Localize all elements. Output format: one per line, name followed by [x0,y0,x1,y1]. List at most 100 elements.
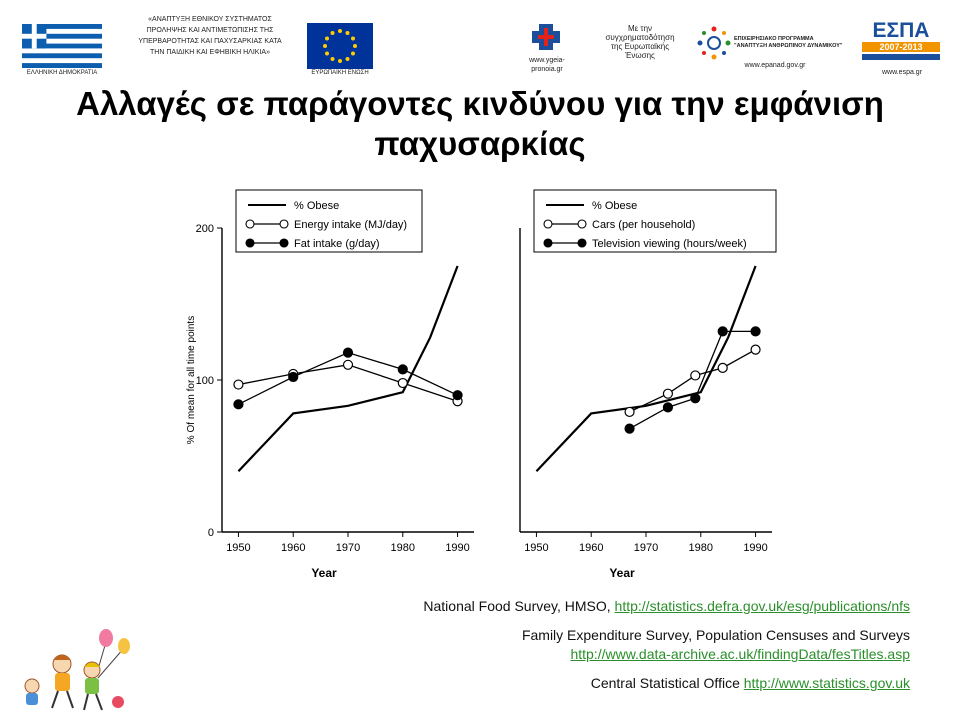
legend-marker [279,219,289,229]
legend-label: % Obese [294,200,339,212]
data-point [624,423,635,434]
data-point [717,362,728,373]
eu-star-icon [323,44,327,48]
data-point [662,388,674,399]
legend-marker [577,219,587,229]
eu-star-icon [345,56,350,61]
op-line: "ΑΝΑΠΤΥΞΗ ΑΝΘΡΩΠΙΝΟΥ ΔΥΝΑΜΙΚΟΥ" [734,43,843,49]
eu-star-icon [325,51,330,56]
cofund-line: της Ευρωπαϊκής [610,42,670,51]
eu-star-icon [350,51,355,56]
legend-label: % Obese [592,200,637,212]
data-point [397,364,408,375]
eu-star-icon [353,44,357,48]
x-tick-label: 1970 [634,542,658,554]
x-axis-label: Year [609,566,635,580]
espa-years: 2007-2013 [862,42,940,52]
legend-box [533,189,777,253]
legend-label: Cars (per household) [592,219,695,231]
y-tick-label: 200 [196,223,214,235]
data-point [342,347,354,358]
program-title: «ΑΝΑΠΤΥΞΗ ΕΘΝΙΚΟΥ ΣΥΣΤΗΜΑΤΟΣ ΠΡΟΛΗΨΗΣ ΚΑ… [118,14,302,58]
legend-label: Fat intake (g/day) [294,238,380,250]
legend: % Obese Cars (per household) Television vi… [533,189,777,253]
cofund-line: Με την [627,24,653,33]
espa-url: www.espa.gr [881,69,923,76]
program-line: ΤΗΝ ΠΑΙΔΙΚΗ ΚΑΙ ΕΦΗΒΙΚΗ ΗΛΙΚΙΑ» [150,49,270,56]
op-line: ΕΠΙΧΕΙΡΗΣΙΑΚΟ ΠΡΟΓΡΑΜΜΑ [734,36,814,42]
eu-star-icon [350,36,355,41]
reference-link[interactable]: http://www.statistics.gov.uk [743,675,910,691]
reference-item: National Food Survey, HMSO, http://stati… [423,597,910,616]
data-point [397,377,408,389]
eu-caption: ΕΥΡΩΠΑΪΚΗ ΕΝΩΣΗ [311,70,369,76]
y-axis-label: % Of mean for all time points [186,316,197,444]
data-point [690,393,701,404]
data-point [233,399,244,410]
data-point [750,344,761,355]
espa-label: ΕΣΠΑ [872,19,930,42]
x-tick-label: 1990 [445,542,469,554]
data-point [342,359,354,370]
reference-text: Central Statistical Office [590,675,744,691]
legend-marker [543,219,553,229]
x-tick-label: 1990 [743,542,767,554]
legend-label: Energy intake (MJ/day) [294,219,407,231]
chart-left-panel: 1950 1960 1970 1980 1990 Year 0 100 200 % Of mean… [186,189,474,580]
series-line [629,330,756,430]
data-point [233,379,244,390]
eu-star-icon [345,31,350,36]
ministry-url: www.ygeia- pronoia.gr [512,56,582,74]
title-line: παχυσαρκίας [374,125,586,162]
eu-star-icon [330,31,335,36]
greek-flag-icon [22,24,102,68]
data-point [662,402,674,413]
cofund-line: Ένωσης [625,51,655,60]
ministry-url-line: www.ygeia- [529,57,565,64]
program-line: «ΑΝΑΠΤΥΞΗ ΕΘΝΙΚΟΥ ΣΥΣΤΗΜΑΤΟΣ [148,16,272,23]
cofund-text: Με την συγχρηματοδότηση της Ευρωπαϊκής Έ… [590,24,690,60]
x-tick-label: 1950 [226,542,250,554]
espa-band-icon [862,54,940,60]
reference-text: Family Expenditure Survey, Population Ce… [521,627,910,643]
x-axis-label: Year [311,566,337,580]
eu-star-icon [338,59,342,63]
data-point [717,326,728,337]
legend: % Obese Energy intake (MJ/day) Fat intake … [235,189,423,253]
eu-star-icon [325,36,330,41]
series-line [629,349,756,413]
legend-box [235,189,423,253]
x-tick-label: 1970 [336,542,360,554]
x-tick-label: 1980 [391,542,415,554]
obesity-risk-factors-chart: 1950 1960 1970 1980 1990 Year 0 100 200 % Of mean… [186,189,777,580]
flag-caption: ΕΛΛΗΝΙΚΗ ΔΗΜΟΚΡΑΤΙΑ [26,70,98,76]
reference-link[interactable]: http://statistics.defra.gov.uk/esg/publi… [614,598,910,614]
title-line: Αλλαγές σε παράγοντες κινδύνου για την ε… [76,85,884,122]
reference-item: Family Expenditure Survey, Population Ce… [522,626,910,664]
ministry-logo-icon [532,24,560,50]
eu-star-icon [338,29,342,33]
y-tick-label: 0 [208,527,214,539]
eu-star-icon [330,56,335,61]
eu-flag-icon [307,23,373,69]
series-line [237,265,459,472]
legend-marker [577,238,587,248]
data-point [624,406,635,418]
y-tick-label: 100 [196,375,214,387]
reference-link[interactable]: http://www.data-archive.ac.uk/findingDat… [570,646,910,662]
x-tick-label: 1960 [281,542,305,554]
children-illustration-icon [24,629,130,711]
x-tick-label: 1950 [524,542,548,554]
op-text: ΕΠΙΧΕΙΡΗΣΙΑΚΟ ΠΡΟΓΡΑΜΜΑ "ΑΝΑΠΤΥΞΗ ΑΝΘΡΩΠ… [734,36,854,50]
legend-label: Television viewing (hours/week) [592,238,747,250]
data-point [452,390,463,401]
series-line [535,265,757,472]
espa-logo: ΕΣΠΑ 2007-2013 [862,20,940,60]
page-title: Αλλαγές σε παράγοντες κινδύνου για την ε… [0,84,960,164]
legend-marker [245,219,255,229]
data-point [288,371,299,383]
reference-item: Central Statistical Office http://www.st… [591,674,910,693]
x-tick-label: 1980 [689,542,713,554]
legend-marker [245,238,255,248]
legend-marker [543,238,553,248]
